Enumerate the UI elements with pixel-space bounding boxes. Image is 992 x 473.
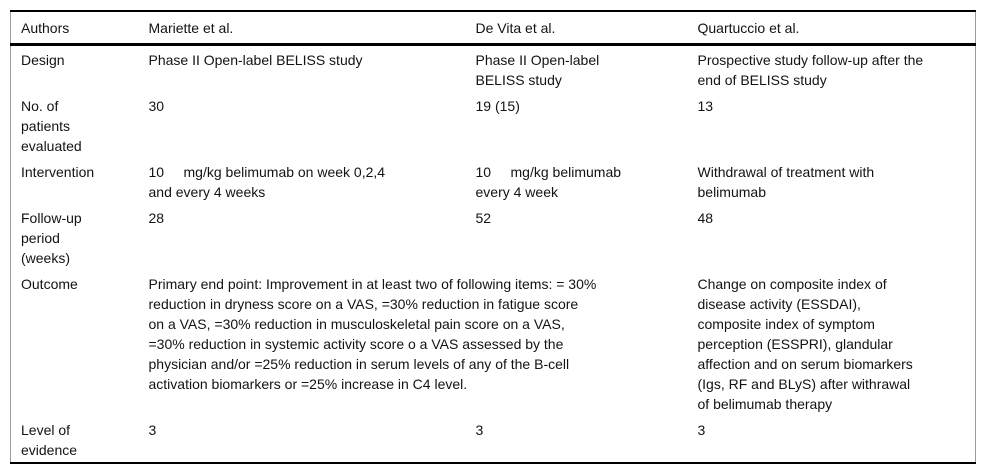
table-row-followup: Follow-up period (weeks) 28 52 48: [11, 204, 976, 270]
row-label-intervention: Intervention: [21, 164, 95, 180]
table-row-intervention: Intervention 10 mg/kg belimumab on week …: [11, 158, 976, 204]
cell-patients-devita: 19 (15): [475, 98, 520, 114]
cell-followup-devita: 52: [475, 210, 492, 226]
row-label-design: Design: [21, 52, 65, 68]
row-label-outcome: Outcome: [21, 276, 78, 292]
cell-intervention-devita: 10 mg/kg belimumab every 4 week: [475, 164, 622, 200]
row-label-evidence: Level of evidence: [21, 422, 78, 458]
cell-followup-mariette: 28: [148, 210, 165, 226]
cell-design-quartuccio: Prospective study follow-up after the en…: [697, 52, 924, 88]
cell-evidence-quartuccio: 3: [697, 422, 706, 438]
cell-intervention-quartuccio: Withdrawal of treatment with belimumab: [697, 164, 875, 200]
col-header-authors: Authors: [10, 11, 139, 46]
row-label-followup: Follow-up period (weeks): [21, 210, 82, 266]
study-comparison-figure: Authors Mariette et al. De Vita et al. Q…: [10, 10, 976, 464]
table-row-evidence: Level of evidence 3 3 3: [11, 416, 976, 463]
cell-intervention-mariette: 10 mg/kg belimumab on week 0,2,4 and eve…: [148, 164, 386, 200]
cell-outcome-quartuccio: Change on composite index of disease act…: [697, 276, 913, 412]
cell-followup-quartuccio: 48: [697, 210, 714, 226]
table-row-outcome: Outcome Primary end point: Improvement i…: [11, 270, 976, 416]
col-header-devita: De Vita et al.: [465, 11, 688, 46]
cell-evidence-mariette: 3: [148, 422, 157, 438]
table-row-patients: No. of patients evaluated 30 19 (15) 13: [11, 92, 976, 158]
cell-patients-quartuccio: 13: [697, 98, 714, 114]
cell-design-devita: Phase II Open-label BELISS study: [475, 52, 600, 88]
cell-evidence-devita: 3: [475, 422, 484, 438]
header-row: Authors Mariette et al. De Vita et al. Q…: [10, 11, 976, 46]
cell-patients-mariette: 30: [148, 98, 165, 114]
study-comparison-table: Authors Mariette et al. De Vita et al. Q…: [10, 10, 976, 464]
col-header-mariette: Mariette et al.: [138, 11, 466, 46]
col-header-quartuccio: Quartuccio et al.: [687, 11, 976, 46]
cell-design-mariette: Phase II Open-label BELISS study: [148, 52, 363, 68]
table-row-design: Design Phase II Open-label BELISS study …: [11, 45, 976, 93]
cell-outcome-mariette-devita: Primary end point: Improvement in at lea…: [148, 276, 597, 392]
row-label-patients: No. of patients evaluated: [21, 98, 82, 154]
